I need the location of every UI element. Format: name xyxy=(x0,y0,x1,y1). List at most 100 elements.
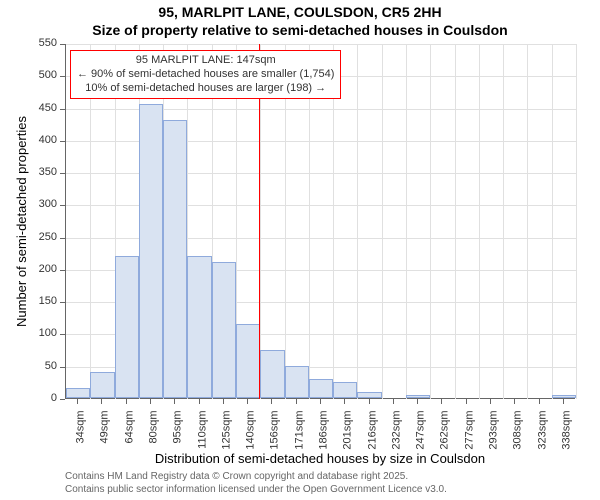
footer-line2: Contains public sector information licen… xyxy=(65,484,447,497)
ytick-label: 400 xyxy=(25,135,57,146)
xtick-label: 140sqm xyxy=(246,411,257,451)
ytick-mark xyxy=(60,399,65,400)
histogram-bar xyxy=(333,382,357,398)
xtick-mark xyxy=(514,399,515,404)
ytick-mark xyxy=(60,109,65,110)
gridline-v xyxy=(406,44,407,399)
histogram-bar xyxy=(285,366,309,398)
xtick-mark xyxy=(271,399,272,404)
xtick-mark xyxy=(320,399,321,404)
xtick-mark xyxy=(369,399,370,404)
xtick-mark xyxy=(101,399,102,404)
xtick-label: 232sqm xyxy=(391,411,402,451)
ytick-mark xyxy=(60,334,65,335)
ytick-label: 50 xyxy=(25,361,57,372)
xtick-label: 125sqm xyxy=(221,411,232,451)
ytick-mark xyxy=(60,141,65,142)
chart-title-line2: Size of property relative to semi-detach… xyxy=(0,22,600,38)
footer-line1: Contains HM Land Registry data © Crown c… xyxy=(65,471,447,484)
xtick-label: 201sqm xyxy=(343,411,354,451)
xtick-label: 64sqm xyxy=(124,411,135,451)
annotation-box: 95 MARLPIT LANE: 147sqm← 90% of semi-det… xyxy=(70,50,341,99)
ytick-mark xyxy=(60,76,65,77)
xtick-label: 186sqm xyxy=(319,411,330,451)
histogram-bar xyxy=(90,372,114,398)
gridline-v xyxy=(479,44,480,399)
ytick-mark xyxy=(60,302,65,303)
ytick-label: 550 xyxy=(25,38,57,49)
xtick-mark xyxy=(344,399,345,404)
xtick-label: 80sqm xyxy=(149,411,160,451)
histogram-plot: 95 MARLPIT LANE: 147sqm← 90% of semi-det… xyxy=(65,44,575,399)
y-axis-label: Number of semi-detached properties xyxy=(14,44,29,399)
xtick-label: 110sqm xyxy=(197,411,208,451)
ytick-mark xyxy=(60,173,65,174)
gridline-v xyxy=(357,44,358,399)
xtick-mark xyxy=(199,399,200,404)
xtick-mark xyxy=(174,399,175,404)
xtick-mark xyxy=(490,399,491,404)
xtick-label: 323sqm xyxy=(537,411,548,451)
xtick-label: 216sqm xyxy=(367,411,378,451)
chart-title-line1: 95, MARLPIT LANE, COULSDON, CR5 2HH xyxy=(0,4,600,20)
gridline-v xyxy=(430,44,431,399)
histogram-bar xyxy=(236,324,260,398)
xtick-mark xyxy=(393,399,394,404)
gridline-v xyxy=(503,44,504,399)
plot-area: 95 MARLPIT LANE: 147sqm← 90% of semi-det… xyxy=(65,44,575,399)
gridline-v xyxy=(527,44,528,399)
annotation-line: ← 90% of semi-detached houses are smalle… xyxy=(77,68,334,82)
ytick-label: 150 xyxy=(25,296,57,307)
histogram-bar xyxy=(212,262,236,398)
xtick-label: 95sqm xyxy=(173,411,184,451)
gridline-v xyxy=(552,44,553,399)
xtick-mark xyxy=(466,399,467,404)
gridline-v xyxy=(382,44,383,399)
ytick-mark xyxy=(60,205,65,206)
ytick-label: 450 xyxy=(25,103,57,114)
xtick-mark xyxy=(126,399,127,404)
ytick-mark xyxy=(60,238,65,239)
histogram-bar xyxy=(309,379,333,398)
xtick-mark xyxy=(150,399,151,404)
histogram-bar xyxy=(139,104,163,398)
gridline-v xyxy=(455,44,456,399)
xtick-label: 293sqm xyxy=(489,411,500,451)
histogram-bar xyxy=(163,120,187,398)
xtick-label: 338sqm xyxy=(561,411,572,451)
gridline-v xyxy=(576,44,577,399)
annotation-line: 10% of semi-detached houses are larger (… xyxy=(77,82,334,96)
ytick-mark xyxy=(60,367,65,368)
ytick-label: 0 xyxy=(25,393,57,404)
xtick-mark xyxy=(247,399,248,404)
histogram-bar xyxy=(115,256,139,398)
ytick-label: 350 xyxy=(25,167,57,178)
xtick-label: 308sqm xyxy=(513,411,524,451)
xtick-mark xyxy=(441,399,442,404)
ytick-label: 500 xyxy=(25,70,57,81)
ytick-label: 300 xyxy=(25,199,57,210)
ytick-label: 250 xyxy=(25,232,57,243)
xtick-label: 156sqm xyxy=(270,411,281,451)
xtick-mark xyxy=(223,399,224,404)
xtick-mark xyxy=(563,399,564,404)
histogram-bar xyxy=(406,395,430,398)
xtick-mark xyxy=(296,399,297,404)
ytick-mark xyxy=(60,44,65,45)
xtick-label: 247sqm xyxy=(416,411,427,451)
ytick-mark xyxy=(60,270,65,271)
xtick-label: 171sqm xyxy=(294,411,305,451)
xtick-label: 262sqm xyxy=(440,411,451,451)
histogram-bar xyxy=(66,388,90,398)
gridline-h xyxy=(66,44,576,45)
histogram-bar xyxy=(552,395,576,398)
histogram-bar xyxy=(187,256,211,398)
footer-attribution: Contains HM Land Registry data © Crown c… xyxy=(65,471,447,496)
ytick-label: 100 xyxy=(25,328,57,339)
xtick-mark xyxy=(539,399,540,404)
xtick-label: 277sqm xyxy=(464,411,475,451)
histogram-bar xyxy=(357,392,381,398)
annotation-line: 95 MARLPIT LANE: 147sqm xyxy=(77,54,334,68)
ytick-label: 200 xyxy=(25,264,57,275)
histogram-bar xyxy=(260,350,284,398)
